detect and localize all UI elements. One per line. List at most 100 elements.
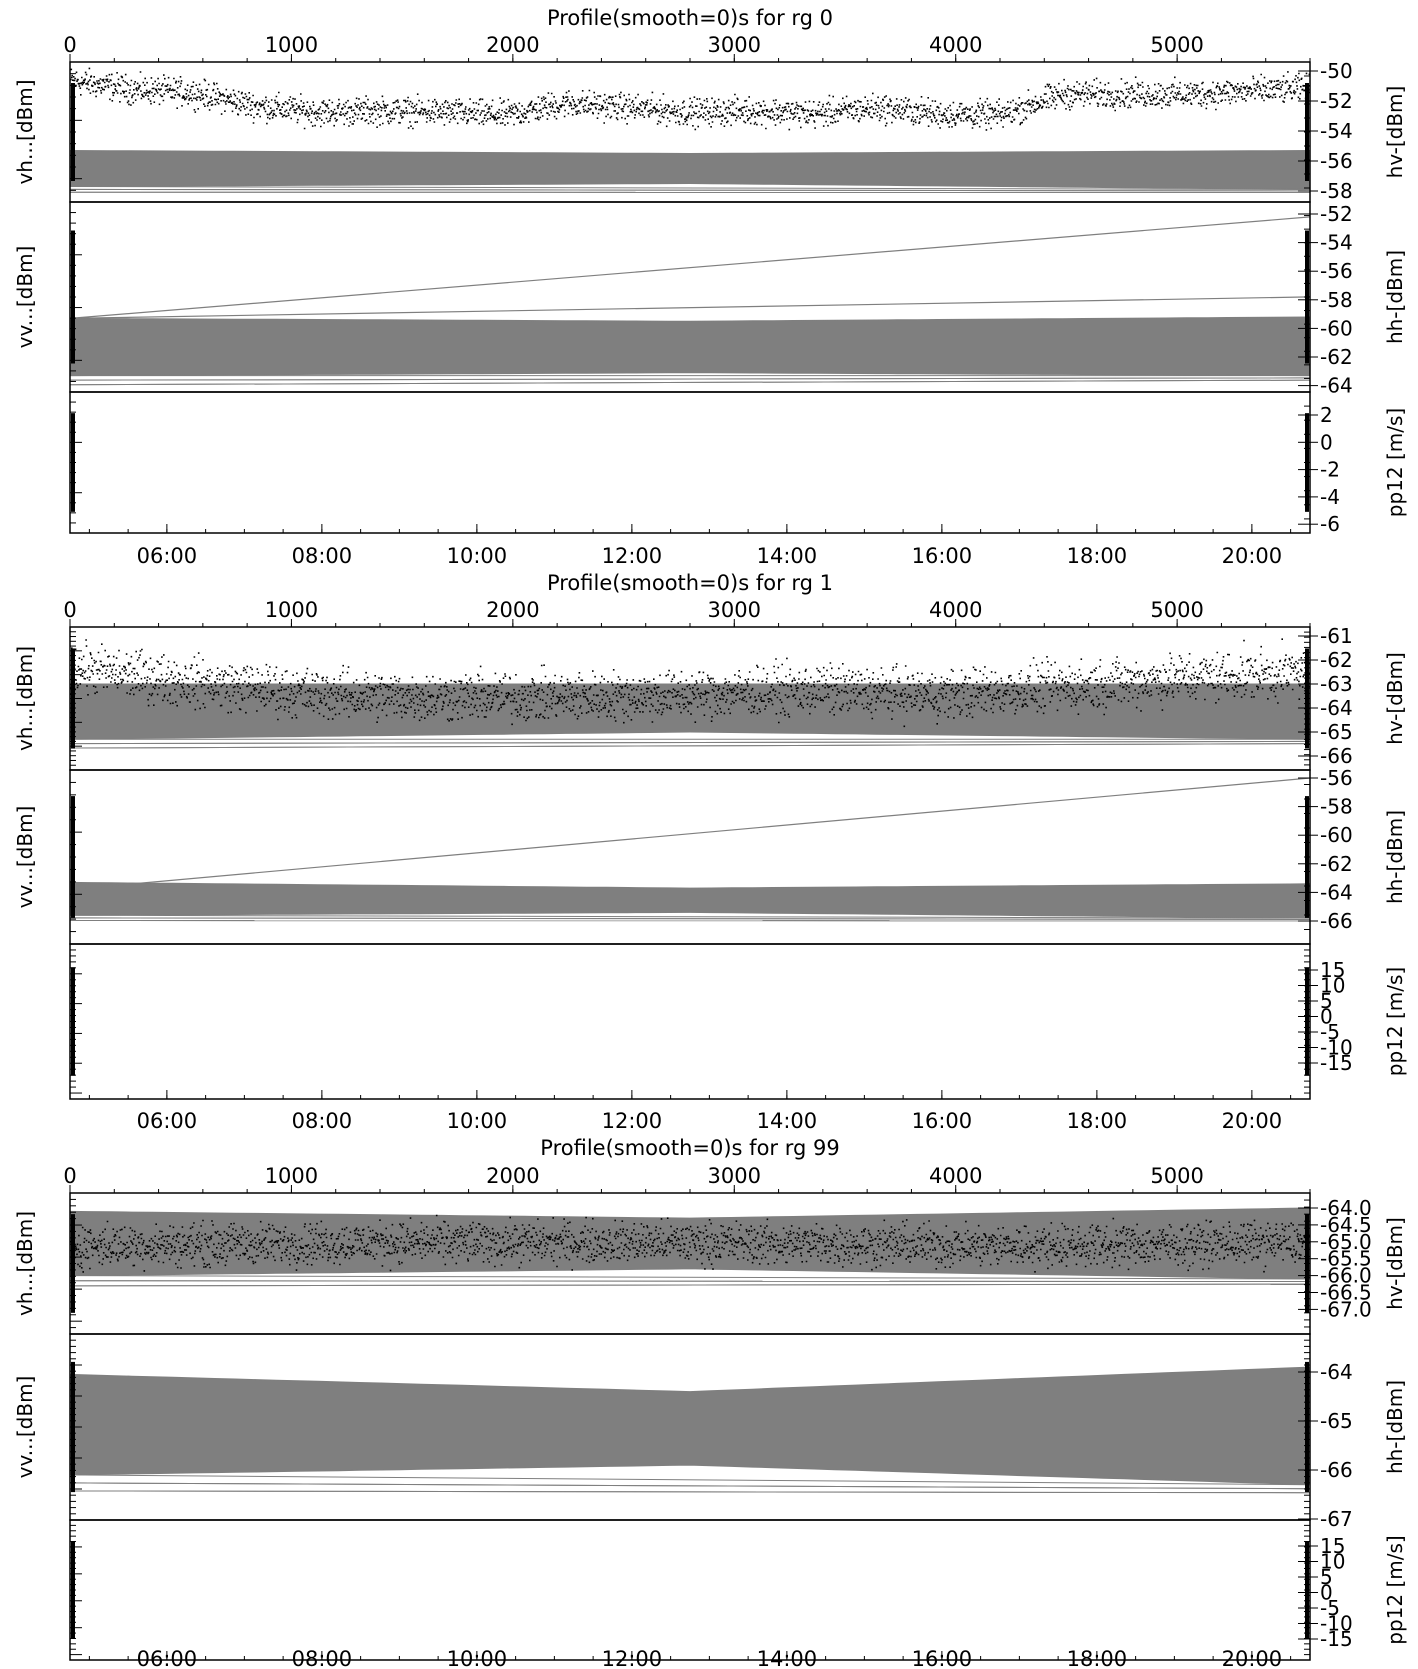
right-tick-label: -6 [1320,512,1340,536]
right-tick-label: -64.5 [1320,1213,1372,1237]
right-tick-label: 15 [1320,958,1345,982]
bottom-tick-label: 06:00 [137,544,198,568]
left-axis-label: vv...[dBm] [13,246,37,349]
right-tick-label: -65.5 [1320,1247,1372,1271]
band-edge-line [70,1490,1310,1494]
right-tick-label: -58 [1320,179,1353,203]
band-edge-line [70,740,1310,745]
chart-title: Profile(smooth=0)s for rg 0 [547,6,833,30]
right-tick-label: -10 [1320,1612,1353,1636]
right-tick-label: -66 [1320,744,1353,768]
right-tick-label: -52 [1320,89,1353,113]
right-axis-label: pp12 [m/s] [1383,1535,1407,1644]
figure-1: Profile(smooth=0)s for rg 1 0 1000 2000 3000… [13,571,1407,1133]
band-edge-line [70,743,1310,749]
bottom-tick-label: 20:00 [1222,544,1283,568]
left-axis-label: vh...[dBm] [13,79,37,184]
right-tick-label: 5 [1320,1565,1333,1589]
right-tick-label: -65 [1320,720,1353,744]
top-tick-label: 1000 [265,1164,318,1188]
top-tick-label: 2000 [486,1164,539,1188]
right-tick-label: -2 [1320,458,1340,482]
right-tick-label: -66 [1320,1458,1353,1482]
right-axis-label: hh-[dBm] [1383,810,1407,904]
top-tick-label: 0 [63,598,76,622]
right-tick-label: -62 [1320,852,1353,876]
band-series [70,1207,1310,1280]
right-axis-label: hv-[dBm] [1383,652,1407,745]
bottom-tick-label: 08:00 [292,1109,353,1133]
bottom-tick-label: 18:00 [1067,1109,1128,1133]
right-tick-label: 15 [1320,1534,1345,1558]
right-tick-label: 10 [1320,1550,1345,1574]
band-edge-line [70,1280,1310,1283]
band-edge-line [70,1275,1310,1280]
right-tick-label: 5 [1320,989,1333,1013]
panel-data [71,967,1309,1076]
right-tick-label: -52 [1320,202,1353,226]
panel-data [70,1207,1310,1313]
right-axis-label: hv-[dBm] [1383,86,1407,179]
right-tick-label: -65.0 [1320,1230,1372,1254]
bottom-tick-label: 20:00 [1222,1109,1283,1133]
top-tick-label: 3000 [708,33,761,57]
panel-frame [69,943,1311,1100]
right-tick-label: -4 [1320,485,1340,509]
point-series [70,1214,1310,1273]
right-tick-label: -5 [1320,1596,1340,1620]
panel-data [70,67,1310,193]
figure-0: Profile(smooth=0)s for rg 0 0 1000 2000 3000… [13,6,1407,568]
right-tick-label: 0 [1320,1005,1333,1029]
top-tick-label: 3000 [708,1164,761,1188]
right-tick-label: 10 [1320,974,1345,998]
panel-data [71,1541,1309,1639]
panel-1: -56 -58 -60 -62 -64 -66 vv...[dBm] hh-[dBm] [13,766,1407,945]
bottom-tick-label: 16:00 [912,1109,973,1133]
right-tick-label: -64.0 [1320,1196,1372,1220]
right-tick-label: 0 [1320,1581,1333,1605]
line-series [70,777,1310,891]
top-tick-label: 0 [63,33,76,57]
line-series [70,216,1310,319]
panel-1: -52 -54 -56 -58 -60 -62 -64 vv...[dBm] hh-[dBm] [13,201,1407,398]
right-tick-label: -67 [1320,1507,1353,1531]
top-tick-label: 5000 [1150,33,1203,57]
band-edge-line [70,1283,1310,1287]
right-tick-label: 0 [1320,430,1333,454]
band-edge-line [70,186,1310,190]
right-tick-label: -54 [1320,119,1353,143]
right-tick-label: -60 [1320,316,1353,340]
right-tick-label: -61 [1320,624,1353,648]
top-tick-label: 0 [63,1164,76,1188]
right-tick-label: -62 [1320,648,1353,672]
panel-2: 2 0 -2 -4 -6 pp12 [m/s] [69,391,1407,536]
top-tick-label: 4000 [929,598,982,622]
band-edge-line [70,917,1310,920]
left-axis-label: vh...[dBm] [13,1211,37,1316]
band-edge-line [70,1474,1310,1486]
top-tick-label: 4000 [929,33,982,57]
right-tick-label: -54 [1320,231,1353,255]
bottom-tick-label: 06:00 [137,1109,198,1133]
right-tick-label: -56 [1320,259,1353,283]
bottom-tick-label: 14:00 [757,1109,818,1133]
bottom-tick-label: 08:00 [292,544,353,568]
panel-data [70,638,1310,749]
right-tick-label: -66 [1320,909,1353,933]
top-tick-label: 4000 [929,1164,982,1188]
panel-data [70,777,1310,922]
panel-frame [69,1519,1311,1661]
panel-0: -61-62-63-64-65-66 vh...[dBm] hv-[dBm] [13,624,1407,771]
top-tick-label: 5000 [1150,1164,1203,1188]
top-tick-label: 3000 [708,598,761,622]
right-tick-label: -58 [1320,288,1353,312]
bottom-tick-label: 10:00 [447,544,508,568]
chart-title: Profile(smooth=0)s for rg 99 [540,1136,839,1160]
right-tick-label: -56 [1320,149,1353,173]
top-tick-label: 5000 [1150,598,1203,622]
right-tick-label: -64 [1320,374,1353,398]
band-series [70,683,1310,740]
right-tick-label: -60 [1320,823,1353,847]
bottom-tick-label: 16:00 [912,544,973,568]
